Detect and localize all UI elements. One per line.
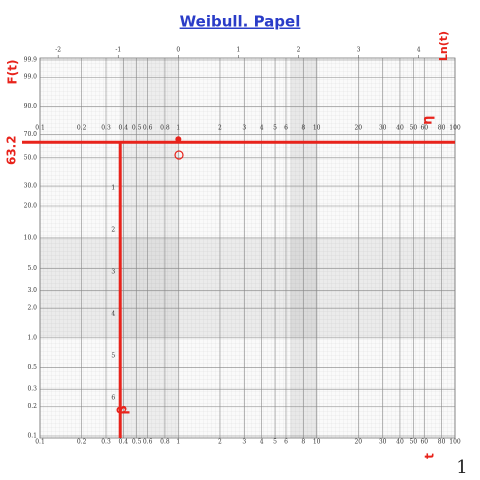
y-label: F(t): [6, 60, 20, 85]
y-tick-label: 99.9: [24, 57, 38, 64]
origin-circle: [174, 150, 184, 160]
x2-tick-label: -2: [55, 47, 61, 54]
shade-band: [40, 238, 455, 338]
y-tick-label: 10.0: [24, 234, 38, 241]
x2-tick-label: 3: [357, 47, 361, 54]
x-label: t: [423, 453, 437, 459]
shade-band: [290, 58, 318, 438]
y-tick-label: 0.1: [27, 433, 37, 440]
x2-tick-label: 2: [297, 47, 301, 54]
y-tick-label: 0.3: [27, 386, 37, 393]
beta-scale-label: 2: [111, 227, 115, 234]
x-tick-label: 100: [449, 439, 461, 446]
x-tick-label-upper: 30: [379, 125, 387, 132]
x2-tick-label: -1: [115, 47, 121, 54]
y-tick-label: 0.2: [27, 403, 37, 410]
shade-band: [120, 58, 178, 438]
x-tick-label-upper: 40: [396, 125, 404, 132]
y-tick-label: 1.0: [27, 334, 37, 341]
x-tick-label-upper: 80: [438, 125, 446, 132]
x-tick-label: 30: [379, 439, 387, 446]
fine-grid: [40, 58, 455, 438]
x-tick-label: 0.2: [77, 439, 87, 446]
x-tick-label: 50: [410, 439, 418, 446]
x-tick-label-upper: 0.4: [119, 125, 129, 132]
y-tick-label: 20.0: [24, 203, 38, 210]
x-tick-label: 0.1: [35, 439, 45, 446]
x-tick-label-upper: 4: [260, 125, 264, 132]
x-tick-label: 0.8: [160, 439, 170, 446]
title: Weibull. Papel: [180, 13, 301, 31]
beta-scale-label: 5: [111, 353, 115, 360]
y-tick-label: 90.0: [24, 103, 38, 110]
page-number: 1: [456, 457, 467, 478]
y-tick-label: 2.0: [27, 305, 37, 312]
overlay: [22, 136, 455, 438]
x-tick-label: 4: [260, 439, 264, 446]
x-tick-label-upper: 0.5: [132, 125, 142, 132]
beta-scale-label: 6: [111, 395, 115, 402]
beta-label: β: [116, 405, 131, 414]
x-tick-label-upper: 0.3: [101, 125, 111, 132]
plot-frame: [39, 57, 456, 439]
x2-tick-label: 1: [236, 47, 240, 54]
x-tick-label: 0.3: [101, 439, 111, 446]
x2-label: Ln(t): [437, 31, 450, 61]
eta-label: η: [421, 116, 436, 125]
x-tick-label-upper: 8: [301, 125, 305, 132]
x-tick-label-upper: 0.6: [143, 125, 153, 132]
x-tick-label: 10: [313, 439, 321, 446]
y-tick-label: 50.0: [24, 154, 38, 161]
beta-scale-label: 4: [111, 311, 115, 318]
x-tick-label: 80: [438, 439, 446, 446]
x-tick-label: 0.5: [132, 439, 142, 446]
x-tick-label: 40: [396, 439, 404, 446]
y-tick-label: 30.0: [24, 183, 38, 190]
x-tick-label-upper: 10: [313, 125, 321, 132]
x-tick-label: 1: [176, 439, 180, 446]
x-tick-label-upper: 0.8: [160, 125, 170, 132]
y-tick-label: 70.0: [24, 131, 38, 138]
x-tick-label-upper: 2: [218, 125, 222, 132]
x-tick-label-upper: 1: [176, 125, 180, 132]
hline-label: 63.2: [5, 135, 19, 165]
x-tick-label: 0.4: [119, 439, 129, 446]
x2-tick-label: 0: [176, 47, 180, 54]
x-tick-label: 5: [273, 439, 277, 446]
x-tick-label-upper: 3: [242, 125, 246, 132]
x-tick-label: 20: [354, 439, 362, 446]
x-tick-label: 0.6: [143, 439, 153, 446]
x-tick-label: 2: [218, 439, 222, 446]
x-tick-label-upper: 5: [273, 125, 277, 132]
beta-scale-label: 1: [111, 185, 115, 192]
x-tick-label-upper: 0.2: [77, 125, 87, 132]
beta-scale-label: 3: [111, 269, 115, 276]
y-tick-label: 5.0: [27, 265, 37, 272]
y-tick-label: 3.0: [27, 287, 37, 294]
x-tick-label-upper: 6: [284, 125, 288, 132]
x-tick-label-upper: 100: [449, 125, 461, 132]
y-tick-label: 0.5: [27, 364, 37, 371]
x-tick-label-upper: 50: [410, 125, 418, 132]
x-tick-label: 6: [284, 439, 288, 446]
x-tick-label: 3: [242, 439, 246, 446]
y-tick-label: 99.0: [24, 74, 38, 81]
x-tick-label: 8: [301, 439, 305, 446]
x-tick-label-upper: 0.1: [35, 125, 45, 132]
x-tick-label-upper: 60: [420, 125, 428, 132]
x2-tick-label: 4: [417, 47, 421, 54]
x-tick-label: 60: [420, 439, 428, 446]
reference-point: [175, 136, 182, 143]
x-tick-label-upper: 20: [354, 125, 362, 132]
